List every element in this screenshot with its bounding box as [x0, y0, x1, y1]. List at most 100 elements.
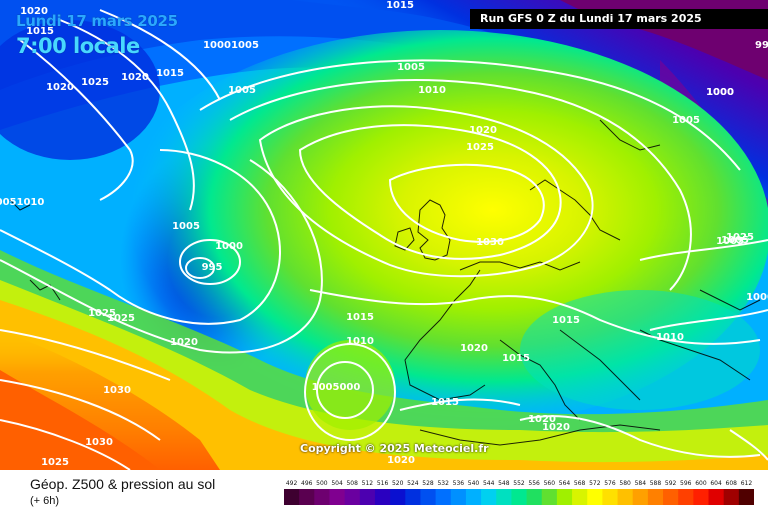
- scale-swatch: [663, 489, 679, 505]
- scale-swatch: [587, 489, 603, 505]
- scale-swatch: [374, 489, 391, 505]
- footer-title: Géop. Z500 & pression au sol: [30, 476, 216, 492]
- pressure-label: 1025: [81, 77, 109, 88]
- scale-swatch: [481, 489, 497, 505]
- pressure-label: 1020: [121, 72, 149, 83]
- scale-tick-label: 536: [453, 480, 465, 487]
- pressure-label: 99: [755, 40, 768, 51]
- scale-tick-label: 556: [528, 480, 540, 487]
- scale-swatch: [526, 489, 543, 505]
- pressure-label: 1020: [387, 455, 415, 466]
- scale-tick-label: 492: [286, 480, 298, 487]
- pressure-label: 1000: [706, 87, 734, 98]
- date-label: Lundi 17 mars 2025: [16, 12, 178, 30]
- scale-swatch: [465, 489, 482, 505]
- scale-tick-label: 600: [695, 480, 707, 487]
- pressure-label: 1015: [346, 312, 374, 323]
- scale-tick-label: 552: [513, 480, 525, 487]
- scale-swatch: [556, 489, 573, 505]
- pressure-label: 1020: [46, 82, 74, 93]
- scale-tick-label: 520: [392, 480, 404, 487]
- pressure-label: 1015: [26, 26, 54, 37]
- scale-tick-label: 584: [635, 480, 647, 487]
- scale-swatch: [572, 489, 588, 505]
- scale-swatch: [647, 489, 664, 505]
- pressure-label: 1015: [502, 353, 530, 364]
- pressure-label: 995: [202, 262, 223, 273]
- scale-tick-label: 572: [589, 480, 601, 487]
- scale-swatch: [405, 489, 421, 505]
- time-label: 7:00 locale: [16, 34, 140, 58]
- scale-tick-label: 580: [619, 480, 631, 487]
- scale-tick-label: 608: [726, 480, 738, 487]
- scale-tick-label: 560: [544, 480, 556, 487]
- pressure-label: 1025: [107, 313, 135, 324]
- pressure-label: 1025: [726, 232, 754, 243]
- pressure-label: 1000: [215, 241, 243, 252]
- scale-tick-label: 568: [574, 480, 586, 487]
- scale-tick-label: 500: [316, 480, 328, 487]
- scale-swatch: [359, 489, 376, 505]
- pressure-label: 1005: [228, 85, 256, 96]
- scale-swatch: [390, 489, 406, 505]
- pressure-label: 1030: [103, 385, 131, 396]
- scale-swatch: [617, 489, 634, 505]
- pressure-label: 1020: [542, 422, 570, 433]
- scale-swatch: [511, 489, 528, 505]
- scale-tick-label: 596: [680, 480, 692, 487]
- pressure-label: 1025: [466, 142, 494, 153]
- scale-tick-label: 516: [377, 480, 389, 487]
- scale-swatch: [329, 489, 346, 505]
- pressure-label: 1000: [746, 292, 768, 303]
- pressure-label: 1005: [397, 62, 425, 73]
- pressure-label: 1010: [346, 336, 374, 347]
- pressure-label: 1010: [418, 85, 446, 96]
- weather-map: 1020 1015 1015 1005 1000 1005 1020 1025 1015 1005…: [0, 0, 768, 470]
- color-scale: 492 496 500 504 508 512 516 520 524 528 532 536 540 5…: [284, 480, 754, 505]
- pressure-label: 0051010: [0, 197, 44, 208]
- run-info: Run GFS 0 Z du Lundi 17 mars 2025: [470, 9, 768, 29]
- scale-tick-label: 528: [422, 480, 434, 487]
- pressure-label: 1005: [721, 235, 749, 246]
- scale-tick-label: 544: [483, 480, 495, 487]
- scale-swatch: [420, 489, 437, 505]
- scale-tick-label: 576: [604, 480, 616, 487]
- pressure-label: 1000: [203, 40, 231, 51]
- scale-tick-label: 564: [559, 480, 571, 487]
- scale-swatch: [708, 489, 725, 505]
- scale-tick-label: 532: [437, 480, 449, 487]
- scale-swatch: [678, 489, 694, 505]
- scale-swatch: [435, 489, 452, 505]
- scale-tick-label: 540: [468, 480, 480, 487]
- pressure-label: 1020: [20, 6, 48, 17]
- pressure-label: 1020: [528, 414, 556, 425]
- scale-swatch: [632, 489, 649, 505]
- scale-tick-label: 512: [362, 480, 374, 487]
- pressure-label: 1000: [706, 87, 734, 98]
- pressure-label: 1030: [85, 437, 113, 448]
- scale-swatch: [450, 489, 467, 505]
- scale-swatch: [299, 489, 315, 505]
- pressure-label: 1005: [716, 236, 744, 247]
- pressure-label: 1005: [672, 115, 700, 126]
- pressure-label: 1020: [170, 337, 198, 348]
- pressure-label: 1030: [476, 237, 504, 248]
- pressure-label: 1015: [156, 68, 184, 79]
- scale-tick-label: 592: [665, 480, 677, 487]
- pressure-label: 1005: [172, 221, 200, 232]
- scale-tick-label: 604: [710, 480, 722, 487]
- pressure-label: 1005: [231, 40, 259, 51]
- pressure-label: 1020: [460, 343, 488, 354]
- pressure-label: 1015: [386, 0, 414, 11]
- pressure-label: 1005000: [312, 382, 361, 393]
- scale-swatch: [602, 489, 619, 505]
- copyright: Copyright © 2025 Meteociel.fr: [300, 442, 489, 455]
- footer-subtitle: (+ 6h): [30, 495, 60, 507]
- scale-tick-label: 504: [331, 480, 343, 487]
- pressure-label: 1025: [41, 457, 69, 468]
- scale-swatch: [344, 489, 361, 505]
- pressure-label: 1010: [656, 332, 684, 343]
- scale-swatch: [723, 489, 740, 505]
- scale-tick-label: 524: [407, 480, 419, 487]
- scale-swatch: [541, 489, 558, 505]
